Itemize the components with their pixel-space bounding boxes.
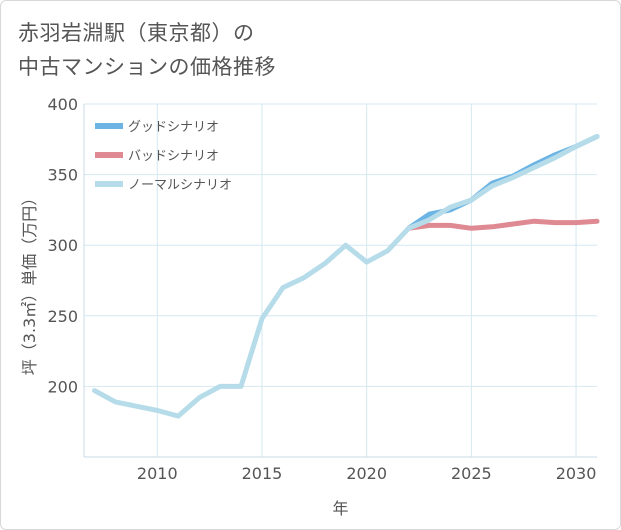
chart-title-line-2: 中古マンションの価格推移 xyxy=(18,55,276,79)
series-lines xyxy=(92,134,600,419)
series-line-3 xyxy=(92,134,600,419)
y-tick-label-200: 200 xyxy=(47,377,78,396)
legend-label-3: ノーマルシナリオ xyxy=(128,178,232,193)
axes xyxy=(83,104,597,458)
tick-labels: 200 250 300 350 400 2010 2015 2020 2025 2030 xyxy=(47,95,596,483)
legend-label-1: グッドシナリオ xyxy=(128,120,219,135)
y-tick-label-350: 350 xyxy=(47,166,78,185)
x-axis-label: 年 xyxy=(332,499,348,518)
series-line-2 xyxy=(406,218,600,231)
y-tick-label-400: 400 xyxy=(47,95,78,114)
x-tick-label-2030: 2030 xyxy=(556,464,597,483)
y-tick-label-250: 250 xyxy=(47,307,78,326)
y-tick-label-300: 300 xyxy=(47,236,78,255)
chart-title: 赤羽岩淵駅（東京都）の 中古マンションの価格推移 xyxy=(18,16,276,84)
x-tick-label-2025: 2025 xyxy=(451,464,492,483)
grid-lines xyxy=(84,103,597,457)
y-axis-label: 坪（3.3㎡）単価（万円） xyxy=(20,190,39,375)
x-tick-label-2015: 2015 xyxy=(242,464,283,483)
x-tick-label-2020: 2020 xyxy=(346,464,387,483)
legend-label-2: バッドシナリオ xyxy=(128,149,219,164)
x-tick-label-2010: 2010 xyxy=(137,464,178,483)
chart-title-line-1: 赤羽岩淵駅（東京都）の xyxy=(18,21,255,45)
